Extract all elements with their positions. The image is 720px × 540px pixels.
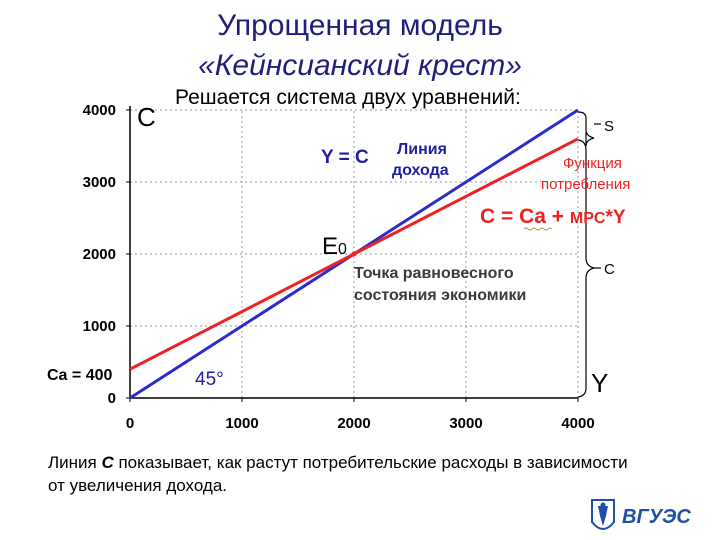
x-axis-label: Y — [591, 368, 608, 398]
bracket-c — [577, 139, 601, 398]
equilibrium-point — [351, 251, 357, 257]
equation-rhs: *Y — [605, 207, 625, 228]
title-line-1: Упрощенная модель — [217, 9, 503, 42]
y-tick-label: 0 — [108, 390, 116, 407]
footer-pre: Линия — [48, 453, 102, 472]
title-line-2: «Кейнсианский крест» — [198, 49, 522, 82]
income-line-label-2: дохода — [392, 162, 449, 179]
consumption-label-2: потребления — [541, 176, 630, 193]
university-logo: ВГУЭС — [591, 499, 691, 530]
x-tick-label: 0 — [126, 415, 134, 432]
equation-mpc: MPC — [570, 210, 606, 227]
footer-note: Линия C показывает, как растут потребите… — [48, 451, 648, 497]
equilibrium-label: E0 — [322, 233, 347, 260]
logo-emblem-icon — [591, 499, 615, 530]
x-tick-label: 3000 — [449, 415, 482, 432]
subtitle: Решается система двух уравнений: — [175, 86, 521, 109]
series — [129, 108, 579, 400]
equilibrium-desc-1: Точка равновесного — [354, 265, 514, 282]
equilibrium-desc-2: состояния экономики — [354, 287, 526, 304]
footer-post: показывает, как растут потребительские р… — [48, 453, 628, 495]
income-equation: Y = C — [321, 147, 369, 168]
consumption-label-1: Функция — [563, 155, 622, 172]
y-tick-label: 2000 — [83, 246, 116, 263]
spellcheck-underline — [523, 227, 553, 231]
income-line-label-1: Линия — [397, 141, 447, 158]
y-axis-label: C — [137, 102, 156, 132]
slide-title: Упрощенная модель «Кейнсианский крест» — [0, 6, 720, 86]
x-tick-label: 1000 — [225, 415, 258, 432]
y-tick-label: 4000 — [83, 102, 116, 119]
y-tick-label: 1000 — [83, 318, 116, 335]
bracket-s — [577, 111, 601, 147]
x-tick-label: 4000 — [561, 415, 594, 432]
grid — [130, 109, 579, 398]
equation-lhs: C = Ca + — [480, 205, 570, 228]
bracket-s-label: S — [604, 118, 614, 135]
tick-labels: 0 1000 2000 3000 4000 0 1000 2000 3000 4000 — [83, 102, 595, 432]
footer-emph: C — [101, 453, 114, 472]
y-tick-label: 3000 — [83, 174, 116, 191]
x-tick-label: 2000 — [337, 415, 370, 432]
axes — [126, 106, 579, 402]
consumption-equation: C = Ca + MPC*Y — [480, 205, 626, 228]
intercept-label: Ca = 400 — [47, 367, 112, 384]
bracket-c-label: C — [604, 261, 615, 278]
logo-text: ВГУЭС — [622, 506, 691, 528]
angle-label: 45° — [195, 369, 224, 390]
